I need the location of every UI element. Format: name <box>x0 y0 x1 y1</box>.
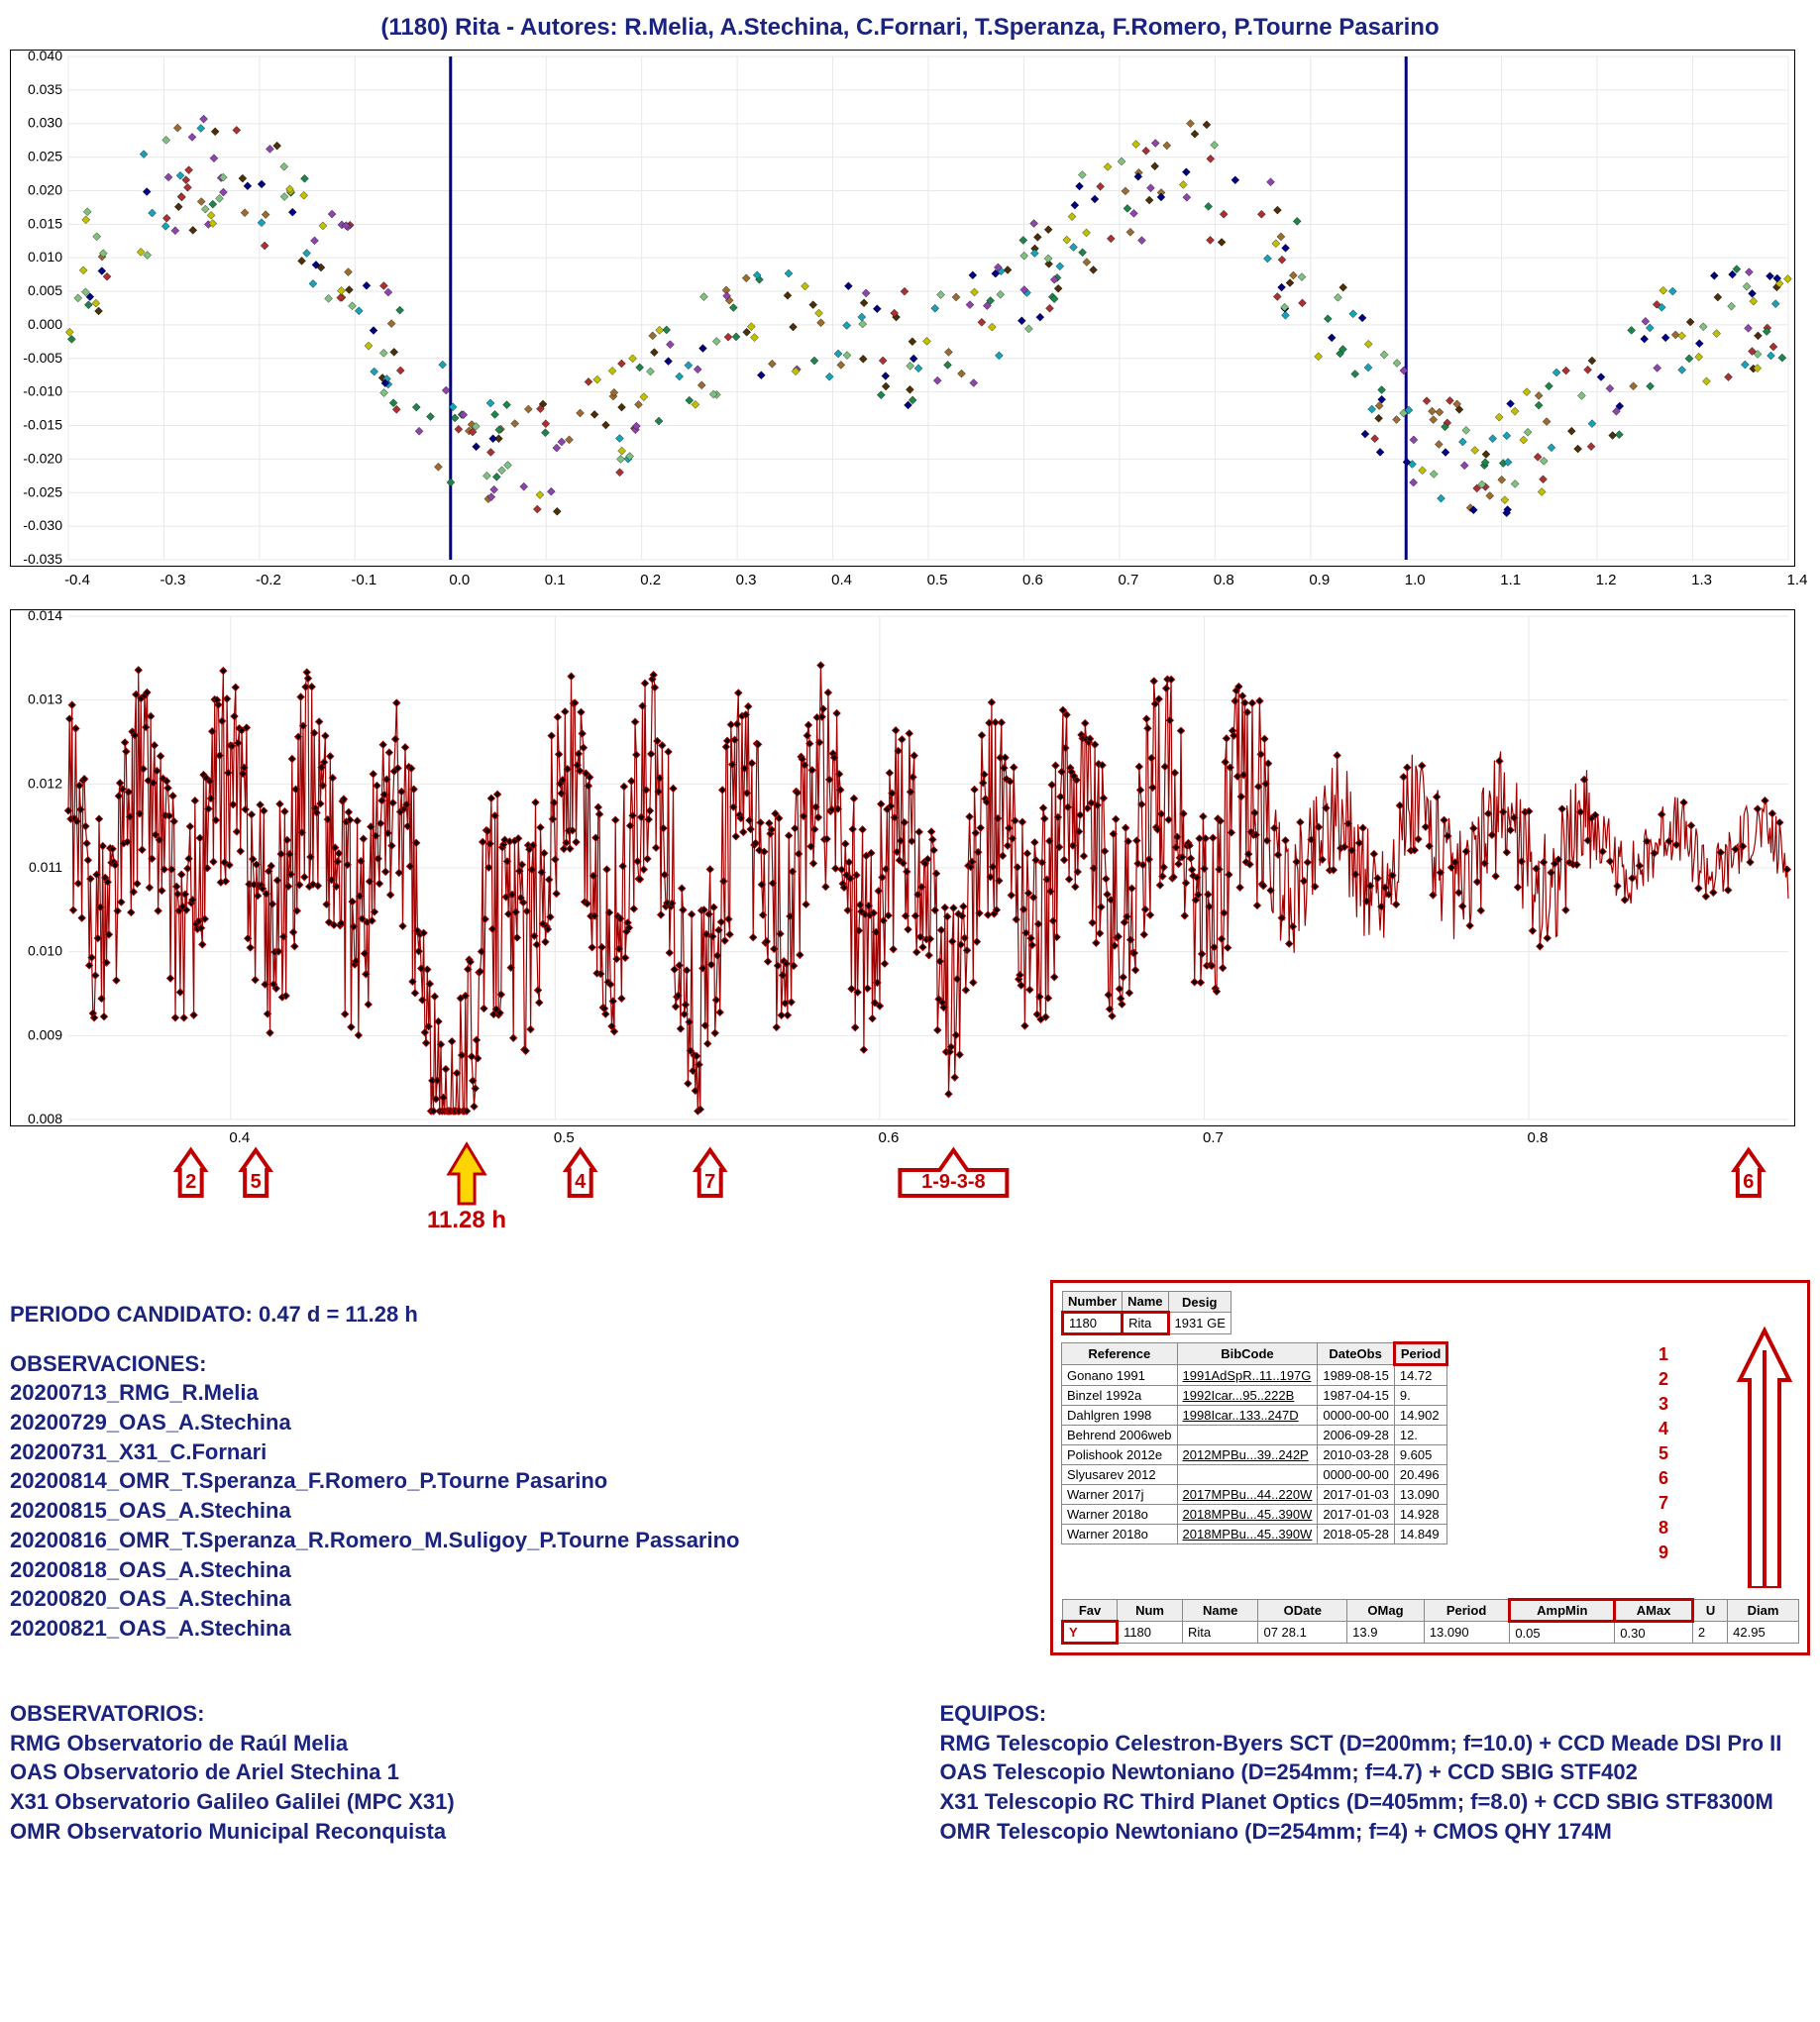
periodo-candidato: PERIODO CANDIDATO: 0.47 d = 11.28 h <box>10 1300 1030 1330</box>
svg-text:2: 2 <box>185 1171 196 1193</box>
svg-text:7: 7 <box>704 1171 715 1193</box>
equipos-header: EQUIPOS: <box>940 1699 1811 1729</box>
svg-text:0.040: 0.040 <box>28 51 62 63</box>
svg-text:0.010: 0.010 <box>28 943 62 959</box>
svg-text:-0.010: -0.010 <box>23 383 62 399</box>
svg-text:-0.035: -0.035 <box>23 551 62 566</box>
svg-text:-0.3: -0.3 <box>161 572 186 588</box>
list-item: OAS Telescopio Newtoniano (D=254mm; f=4.… <box>940 1757 1811 1787</box>
svg-text:-0.005: -0.005 <box>23 350 62 366</box>
list-item: RMG Telescopio Celestron-Byers SCT (D=20… <box>940 1729 1811 1758</box>
svg-text:0.012: 0.012 <box>28 775 62 791</box>
observatorios-block: OBSERVATORIOS: RMG Observatorio de Raúl … <box>10 1679 881 1846</box>
svg-text:0.4: 0.4 <box>229 1129 250 1146</box>
up-arrow-icon <box>1730 1291 1799 1588</box>
favorite-table: FavNumNameODateOMagPeriodAmpMinAMaxUDiam… <box>1061 1598 1799 1645</box>
bibcode-link[interactable]: 1998Icar..133..247D <box>1183 1408 1299 1423</box>
svg-text:0.2: 0.2 <box>640 572 661 588</box>
bibcode-link[interactable]: 1992Icar...95..222B <box>1183 1388 1295 1403</box>
svg-text:0.000: 0.000 <box>28 316 62 332</box>
list-item: 20200820_OAS_A.Stechina <box>10 1584 1030 1614</box>
svg-text:-0.1: -0.1 <box>351 572 376 588</box>
list-item: 20200815_OAS_A.Stechina <box>10 1496 1030 1526</box>
svg-text:0.013: 0.013 <box>28 692 62 707</box>
period-chart: 0.008 0.009 0.010 0.011 0.012 0.013 0.014 <box>10 609 1795 1126</box>
svg-text:0.030: 0.030 <box>28 115 62 131</box>
list-item: OMR Observatorio Municipal Reconquista <box>10 1817 881 1847</box>
observatorios-header: OBSERVATORIOS: <box>10 1699 881 1729</box>
equipos-block: EQUIPOS: RMG Telescopio Celestron-Byers … <box>940 1679 1811 1846</box>
bibcode-link[interactable]: 2018MPBu...45..390W <box>1183 1527 1313 1542</box>
list-item: OMR Telescopio Newtoniano (D=254mm; f=4)… <box>940 1817 1811 1847</box>
svg-text:0.4: 0.4 <box>831 572 852 588</box>
list-item: 20200816_OMR_T.Speranza_R.Romero_M.Sulig… <box>10 1526 1030 1555</box>
svg-text:0.015: 0.015 <box>28 215 62 231</box>
svg-text:0.014: 0.014 <box>28 610 62 623</box>
info-block: PERIODO CANDIDATO: 0.47 d = 11.28 h OBSE… <box>10 1280 1030 1655</box>
svg-text:0.025: 0.025 <box>28 149 62 164</box>
svg-text:4: 4 <box>575 1171 587 1193</box>
svg-text:1.1: 1.1 <box>1500 572 1521 588</box>
list-item: 20200731_X31_C.Fornari <box>10 1437 1030 1467</box>
list-item: 20200713_RMG_R.Melia <box>10 1378 1030 1408</box>
svg-text:-0.2: -0.2 <box>256 572 281 588</box>
list-item: RMG Observatorio de Raúl Melia <box>10 1729 881 1758</box>
page-title: (1180) Rita - Autores: R.Melia, A.Stechi… <box>10 14 1810 42</box>
svg-text:0.3: 0.3 <box>736 572 757 588</box>
reference-table: ReferenceBibCodeDateObsPeriodGonano 1991… <box>1061 1341 1448 1544</box>
list-item: 20200814_OMR_T.Speranza_F.Romero_P.Tourn… <box>10 1466 1030 1496</box>
svg-text:0.8: 0.8 <box>1528 1129 1549 1146</box>
list-item: X31 Telescopio RC Third Planet Optics (D… <box>940 1787 1811 1817</box>
svg-text:-0.020: -0.020 <box>23 450 62 466</box>
svg-text:0.009: 0.009 <box>28 1026 62 1042</box>
phase-xaxis: -0.4 -0.3 -0.2 -0.1 0.0 0.1 0.2 0.3 0.4 0.5 0.6 0.7… <box>10 567 1813 594</box>
bibcode-link[interactable]: 2017MPBu...44..220W <box>1183 1487 1313 1502</box>
svg-text:-0.4: -0.4 <box>64 572 90 588</box>
svg-text:0.5: 0.5 <box>554 1129 575 1146</box>
list-item: 20200818_OAS_A.Stechina <box>10 1555 1030 1585</box>
svg-text:0.7: 0.7 <box>1118 572 1138 588</box>
svg-text:11.28 h: 11.28 h <box>427 1207 506 1233</box>
svg-text:6: 6 <box>1743 1171 1754 1193</box>
period-markers: 0.4 0.5 0.6 0.7 0.8 2 5 4 7 1-9-3-8 6 11.28 h <box>10 1126 1813 1235</box>
svg-text:1.3: 1.3 <box>1691 572 1712 588</box>
svg-text:0.5: 0.5 <box>927 572 948 588</box>
svg-text:0.010: 0.010 <box>28 249 62 265</box>
svg-text:0.0: 0.0 <box>449 572 470 588</box>
svg-text:0.6: 0.6 <box>878 1129 899 1146</box>
svg-text:0.8: 0.8 <box>1214 572 1234 588</box>
phase-chart: -0.035 -0.030 -0.025 -0.020 -0.015 -0.010 -0.0… <box>10 50 1795 567</box>
observaciones-list: 20200713_RMG_R.Melia20200729_OAS_A.Stech… <box>10 1378 1030 1643</box>
list-item: 20200729_OAS_A.Stechina <box>10 1408 1030 1437</box>
svg-text:1.4: 1.4 <box>1787 572 1808 588</box>
bibcode-link[interactable]: 2018MPBu...45..390W <box>1183 1507 1313 1522</box>
svg-text:0.008: 0.008 <box>28 1111 62 1125</box>
bibcode-link[interactable]: 2012MPBu...39..242P <box>1183 1447 1309 1462</box>
list-item: OAS Observatorio de Ariel Stechina 1 <box>10 1757 881 1787</box>
svg-text:1.2: 1.2 <box>1596 572 1617 588</box>
svg-text:0.9: 0.9 <box>1309 572 1330 588</box>
list-item: 20200821_OAS_A.Stechina <box>10 1614 1030 1644</box>
summary-panel: NumberNameDesig1180Rita1931 GE Reference… <box>1050 1280 1810 1655</box>
svg-text:0.1: 0.1 <box>545 572 566 588</box>
svg-text:-0.015: -0.015 <box>23 417 62 433</box>
svg-text:-0.030: -0.030 <box>23 517 62 533</box>
svg-text:0.6: 0.6 <box>1022 572 1043 588</box>
bibcode-link[interactable]: 1991AdSpR..11..197G <box>1183 1368 1312 1383</box>
svg-text:0.005: 0.005 <box>28 282 62 298</box>
svg-text:0.011: 0.011 <box>29 859 62 875</box>
svg-text:5: 5 <box>251 1171 262 1193</box>
svg-text:0.035: 0.035 <box>28 81 62 97</box>
list-item: X31 Observatorio Galileo Galilei (MPC X3… <box>10 1787 881 1817</box>
svg-text:0.7: 0.7 <box>1203 1129 1224 1146</box>
id-table: NumberNameDesig1180Rita1931 GE <box>1061 1291 1231 1335</box>
svg-text:-0.025: -0.025 <box>23 483 62 499</box>
observaciones-header: OBSERVACIONES: <box>10 1349 1030 1379</box>
svg-text:1.0: 1.0 <box>1405 572 1426 588</box>
svg-text:0.020: 0.020 <box>28 181 62 197</box>
svg-text:1-9-3-8: 1-9-3-8 <box>921 1171 985 1193</box>
